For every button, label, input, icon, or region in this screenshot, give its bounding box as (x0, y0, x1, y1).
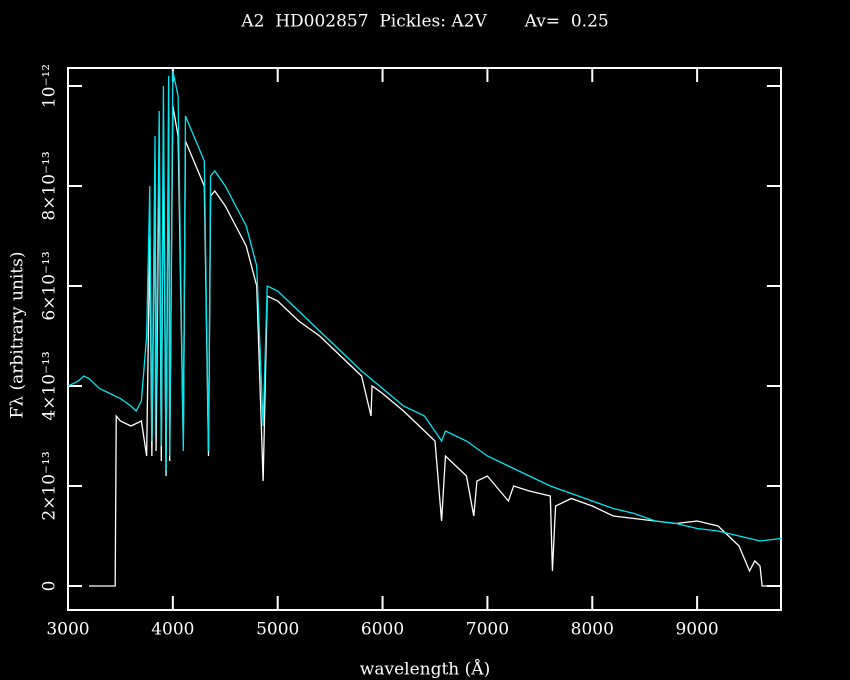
x-tick-label: 7000 (466, 620, 509, 640)
series-line (88, 105, 781, 587)
x-tick-label: 9000 (675, 620, 718, 640)
y-tick-label: 10⁻¹² (40, 64, 60, 108)
y-tick-label: 8×10⁻¹³ (40, 151, 60, 220)
x-tick-label: 5000 (256, 620, 299, 640)
x-axis-label: wavelength (Å) (360, 659, 490, 680)
plot-frame (67, 67, 782, 611)
x-tick-label: 6000 (361, 620, 404, 640)
chart-title: A2 HD002857 Pickles: A2V Av= 0.25 (240, 12, 608, 32)
y-axis-label: Fλ (arbitrary units) (8, 252, 28, 419)
series-line (68, 70, 781, 542)
x-tick-label: 8000 (571, 620, 614, 640)
x-tick-label: 3000 (46, 620, 89, 640)
y-tick-label: 0 (40, 581, 60, 592)
y-tick-label: 6×10⁻¹³ (40, 251, 60, 320)
y-tick-label: 2×10⁻¹³ (40, 451, 60, 520)
x-tick-label: 4000 (151, 620, 194, 640)
y-tick-label: 4×10⁻¹³ (40, 351, 60, 420)
